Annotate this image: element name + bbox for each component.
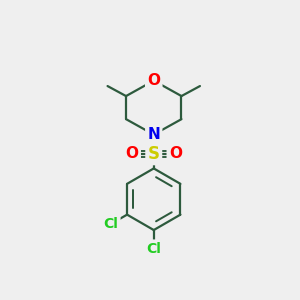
- Text: Cl: Cl: [146, 242, 161, 256]
- Text: Cl: Cl: [103, 217, 118, 231]
- Text: O: O: [126, 146, 139, 161]
- Text: O: O: [147, 73, 160, 88]
- Text: S: S: [148, 145, 160, 163]
- Text: N: N: [147, 127, 160, 142]
- Text: O: O: [169, 146, 182, 161]
